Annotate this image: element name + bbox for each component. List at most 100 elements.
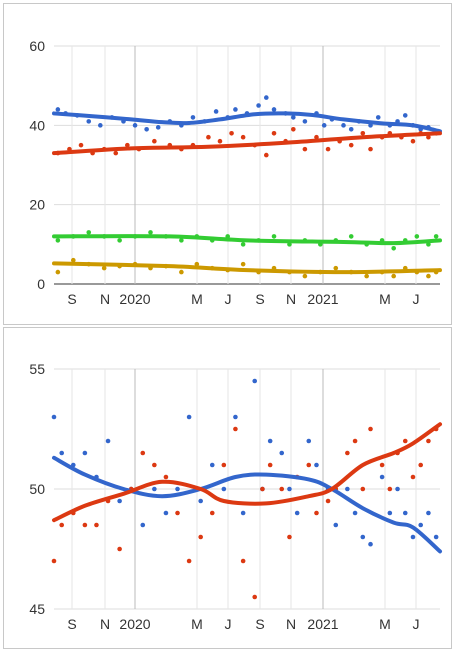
data-point — [395, 486, 400, 492]
data-point — [302, 119, 308, 124]
data-point — [59, 522, 65, 528]
data-point — [82, 522, 88, 528]
data-point — [94, 522, 99, 528]
data-point — [163, 474, 169, 480]
data-point — [117, 546, 122, 552]
data-point — [105, 438, 111, 444]
data-point — [302, 146, 308, 152]
y-tick-label: 45 — [29, 601, 45, 617]
data-point — [186, 558, 192, 564]
data-point — [368, 541, 373, 547]
x-tick-label: S — [255, 291, 264, 307]
data-point — [252, 378, 258, 384]
x-tick-label: S — [255, 616, 264, 632]
data-point — [140, 450, 146, 456]
y-tick-label: 0 — [37, 276, 45, 292]
data-point — [163, 510, 169, 516]
trend-line — [52, 261, 442, 275]
y-tick-label: 40 — [29, 117, 45, 133]
data-point — [132, 123, 138, 128]
data-point — [348, 127, 354, 132]
data-point — [82, 450, 88, 456]
data-point — [410, 138, 416, 144]
data-point — [264, 152, 269, 158]
data-point — [140, 522, 146, 528]
x-tick-label: J — [225, 616, 232, 632]
data-point — [360, 534, 366, 540]
data-point — [364, 273, 369, 279]
data-point — [186, 414, 192, 420]
data-point — [352, 438, 358, 444]
data-point — [233, 414, 238, 420]
data-point — [271, 107, 277, 112]
data-point — [179, 269, 184, 275]
data-point — [314, 134, 319, 140]
y-tick-label: 20 — [29, 197, 45, 213]
data-point — [175, 510, 180, 516]
data-point — [287, 534, 292, 540]
data-point — [391, 246, 396, 251]
data-point — [325, 146, 331, 152]
data-point — [387, 486, 393, 492]
data-point — [410, 474, 416, 480]
x-tick-label: 2021 — [307, 291, 338, 307]
data-point — [306, 462, 312, 468]
data-point — [267, 438, 273, 444]
data-point — [418, 462, 424, 468]
x-tick-label: 2021 — [307, 616, 338, 632]
trend-line — [52, 422, 442, 523]
data-point — [256, 103, 261, 108]
data-point — [433, 234, 439, 239]
x-tick-label: N — [100, 291, 110, 307]
x-tick-label: M — [379, 616, 391, 632]
data-point — [314, 510, 319, 516]
data-point — [333, 265, 339, 271]
data-point — [414, 234, 420, 239]
data-point — [55, 238, 61, 243]
x-tick-label: N — [286, 291, 296, 307]
data-point — [152, 462, 157, 468]
data-point — [345, 450, 350, 456]
data-point — [240, 558, 246, 564]
trend-line — [52, 131, 442, 156]
data-point — [190, 115, 196, 120]
data-point — [125, 142, 130, 148]
data-point — [233, 107, 238, 112]
data-point — [325, 498, 331, 504]
data-point — [426, 510, 431, 516]
trend-line — [52, 234, 442, 246]
x-tick-label: N — [286, 616, 296, 632]
data-point — [213, 109, 219, 114]
data-point — [86, 230, 92, 235]
x-tick-label: N — [100, 616, 110, 632]
data-point — [252, 594, 258, 600]
trend-line — [52, 111, 442, 134]
data-point — [333, 522, 339, 528]
data-point — [179, 238, 184, 243]
data-point — [271, 234, 277, 239]
data-point — [194, 261, 200, 267]
data-point — [117, 498, 122, 504]
data-point — [287, 486, 292, 492]
data-point — [306, 438, 312, 444]
data-point — [352, 510, 358, 516]
data-point — [59, 450, 65, 456]
data-point — [267, 462, 273, 468]
data-point — [302, 273, 308, 279]
x-tick-label: M — [379, 291, 391, 307]
data-point — [198, 534, 203, 540]
data-point — [426, 438, 431, 444]
data-point — [321, 123, 327, 128]
x-tick-label: M — [191, 616, 203, 632]
data-point — [152, 486, 157, 492]
data-point — [368, 146, 373, 152]
data-point — [291, 127, 296, 132]
x-tick-label: S — [67, 291, 76, 307]
data-point — [426, 134, 431, 140]
data-point — [260, 486, 265, 492]
data-point — [279, 486, 285, 492]
data-point — [51, 414, 57, 420]
data-point — [291, 115, 296, 120]
data-point — [418, 522, 424, 528]
data-point — [410, 534, 416, 540]
